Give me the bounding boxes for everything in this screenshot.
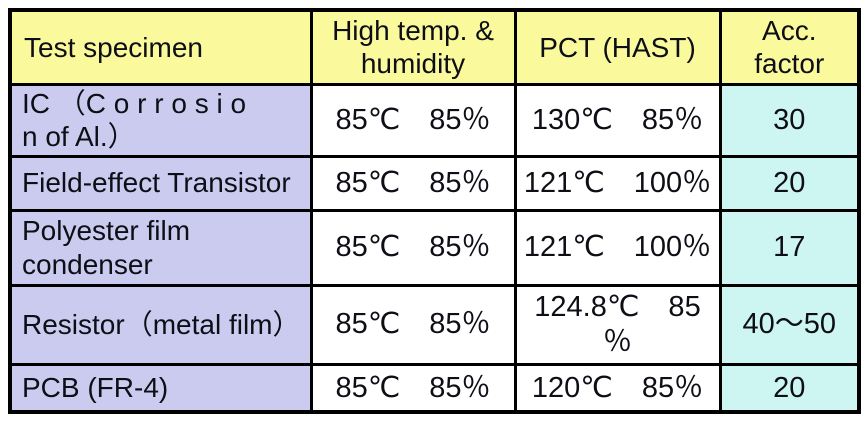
header-cell-acc-factor: Acc. factor (718, 8, 861, 86)
high-temp-humidity-cell: 85℃ 85％ (309, 82, 517, 158)
high-temp-humidity-cell: 85℃ 85％ (309, 283, 517, 366)
table-body: IC （C o r r o s i o n of Al.） 85℃ 85％ 13… (8, 82, 861, 414)
header-cell-high-temp-humidity: High temp. & humidity (309, 8, 517, 86)
pct-hast-cell: 120℃ 85％ (513, 362, 722, 414)
acc-factor-cell: 40～50 (718, 283, 861, 366)
header-row: Test specimen High temp. & humidity PCT … (8, 8, 861, 86)
acc-factor-cell: 17 (718, 208, 861, 287)
table-row: PCB (FR-4) 85℃ 85％ 120℃ 85％ 20 (8, 362, 861, 414)
high-temp-humidity-cell: 85℃ 85％ (309, 208, 517, 287)
header-cell-pct-hast: PCT (HAST) (513, 8, 722, 86)
acc-factor-cell: 30 (718, 82, 861, 158)
pct-hast-cell: 124.8℃ 85 ％ (513, 283, 722, 366)
acceleration-factor-table: Test specimen High temp. & humidity PCT … (8, 8, 861, 414)
table-row: Polyester film condenser 85℃ 85％ 121℃ 10… (8, 208, 861, 287)
header-cell-test-specimen: Test specimen (8, 8, 313, 86)
pct-hast-cell: 121℃ 100％ (513, 208, 722, 287)
specimen-cell: PCB (FR-4) (8, 362, 313, 414)
specimen-cell: Resistor（metal film） (8, 283, 313, 366)
specimen-cell: IC （C o r r o s i o n of Al.） (8, 82, 313, 158)
table-row: IC （C o r r o s i o n of Al.） 85℃ 85％ 13… (8, 82, 861, 158)
high-temp-humidity-cell: 85℃ 85％ (309, 154, 517, 212)
table-row: Resistor（metal film） 85℃ 85％ 124.8℃ 85 ％… (8, 283, 861, 366)
high-temp-humidity-cell: 85℃ 85％ (309, 362, 517, 414)
acc-factor-cell: 20 (718, 362, 861, 414)
specimen-cell: Field-effect Transistor (8, 154, 313, 212)
table-header: Test specimen High temp. & humidity PCT … (8, 8, 861, 86)
pct-hast-cell: 121℃ 100％ (513, 154, 722, 212)
acc-factor-cell: 20 (718, 154, 861, 212)
table-row: Field-effect Transistor 85℃ 85％ 121℃ 100… (8, 154, 861, 212)
specimen-cell: Polyester film condenser (8, 208, 313, 287)
pct-hast-cell: 130℃ 85％ (513, 82, 722, 158)
